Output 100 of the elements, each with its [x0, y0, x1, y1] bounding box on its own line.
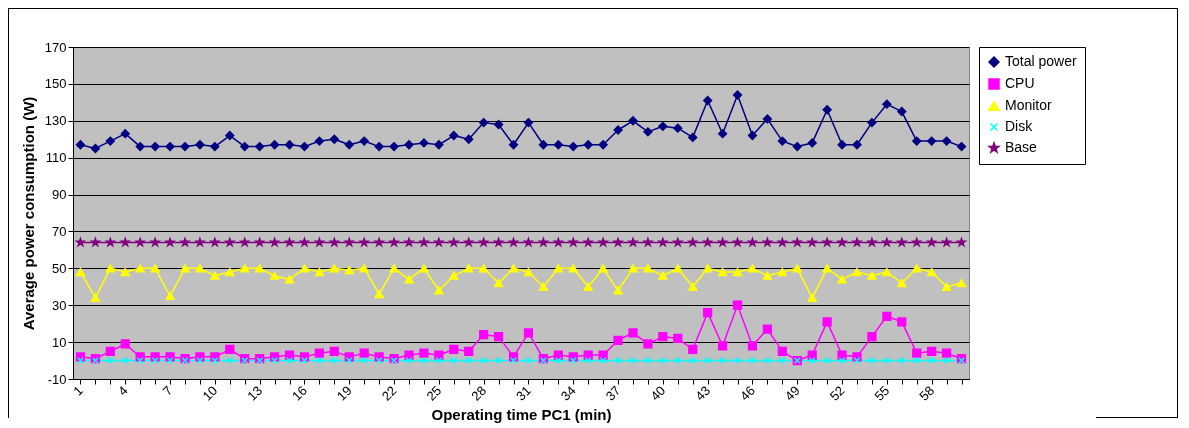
point [717, 341, 728, 351]
point [792, 264, 802, 273]
point [583, 350, 593, 360]
point [688, 237, 698, 247]
x-tick-label: 31 [513, 382, 534, 404]
point [882, 311, 892, 321]
point [747, 264, 758, 273]
point [807, 293, 817, 302]
point [90, 293, 101, 302]
point [927, 267, 937, 277]
legend-label: Disk [1005, 118, 1034, 134]
point [464, 237, 474, 247]
x-tick-label: 10 [199, 382, 221, 404]
point [449, 271, 459, 280]
point [732, 267, 743, 277]
point [225, 130, 235, 141]
point [77, 357, 84, 365]
y-tick-label: 130 [44, 113, 67, 129]
point [120, 267, 130, 277]
point [943, 357, 951, 365]
point [464, 264, 474, 273]
point [658, 121, 668, 131]
point [90, 143, 101, 154]
point [180, 237, 190, 247]
point [732, 300, 743, 310]
y-tick-label: 70 [52, 223, 67, 239]
point [897, 278, 907, 288]
x-tick-label: 4 [114, 382, 131, 399]
point [912, 348, 922, 358]
y-tick-label: 10 [52, 334, 67, 350]
y-tick-label: 110 [45, 150, 67, 166]
point [105, 264, 115, 273]
y-axis-title: Average power consumption (W) [19, 96, 37, 331]
point [688, 282, 698, 291]
point [75, 267, 86, 277]
point [927, 346, 937, 356]
point [867, 118, 877, 128]
point [464, 346, 474, 356]
point [807, 237, 817, 247]
point [404, 350, 414, 360]
point [941, 136, 952, 146]
point [374, 237, 384, 247]
point [150, 141, 160, 152]
point [225, 267, 235, 277]
point [643, 127, 653, 137]
point [897, 237, 907, 247]
point [912, 237, 922, 247]
point [389, 237, 399, 247]
point [210, 271, 220, 280]
point [269, 140, 280, 150]
point [165, 291, 175, 301]
point [344, 266, 354, 275]
x-tick-label: 13 [244, 382, 266, 404]
point [822, 317, 832, 327]
point [688, 344, 698, 355]
point [314, 348, 325, 358]
point [404, 275, 414, 284]
point [807, 350, 817, 360]
point [314, 267, 325, 277]
point [359, 264, 369, 273]
point [762, 271, 773, 280]
point [419, 138, 429, 148]
point [897, 106, 907, 117]
point [568, 141, 578, 152]
point [150, 264, 160, 273]
point [673, 333, 683, 344]
point [493, 119, 504, 130]
point [688, 132, 698, 142]
point [284, 275, 295, 284]
point [837, 140, 847, 150]
point [643, 339, 653, 349]
point [643, 264, 653, 273]
point [271, 357, 279, 365]
point [762, 324, 773, 334]
point [105, 346, 115, 356]
point [762, 114, 773, 124]
point [255, 264, 265, 273]
point [434, 140, 444, 150]
point [135, 141, 145, 152]
point [717, 267, 728, 277]
point [792, 237, 802, 247]
x-tick-label: 43 [692, 382, 714, 404]
point [822, 264, 832, 273]
x-tick-label: 28 [468, 382, 490, 404]
point [852, 237, 862, 247]
point [75, 140, 86, 150]
point [941, 348, 952, 358]
point [628, 116, 638, 126]
point [495, 357, 503, 365]
point [867, 237, 877, 247]
point [719, 357, 727, 365]
point [673, 264, 683, 273]
point [464, 134, 474, 144]
x-tick-label: 16 [289, 382, 310, 404]
point [703, 307, 713, 318]
point [628, 328, 638, 338]
point [553, 140, 563, 150]
point [404, 140, 414, 150]
point [777, 346, 787, 356]
point [613, 335, 623, 345]
